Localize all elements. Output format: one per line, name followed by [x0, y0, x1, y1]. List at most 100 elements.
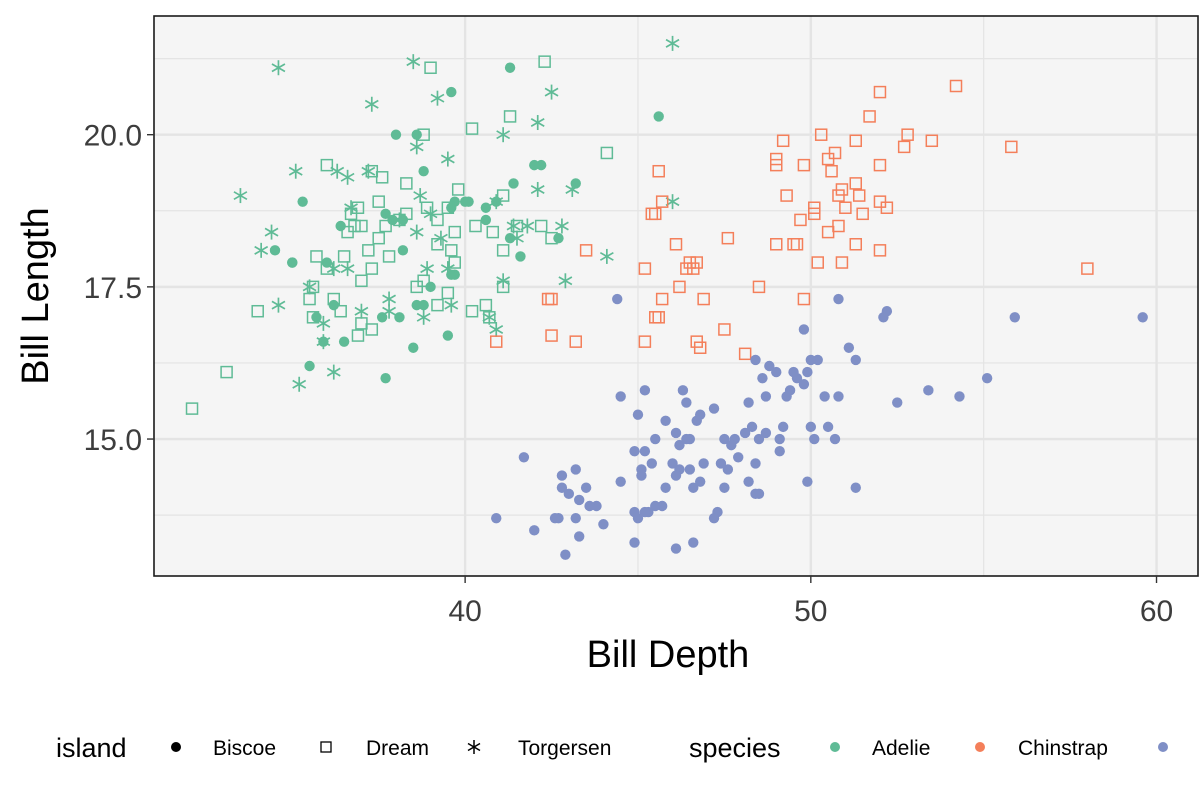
- data-point: [545, 231, 558, 245]
- data-point: [850, 354, 861, 366]
- data-point: [850, 482, 861, 493]
- data-point: [563, 488, 575, 500]
- data-point: [660, 482, 671, 493]
- data-point: [584, 500, 595, 512]
- data-point: [504, 232, 516, 244]
- data-point: [805, 354, 817, 366]
- series-chinstrap-dream: [489, 79, 1094, 361]
- data-point: [753, 433, 765, 445]
- legend-dot-icon: [171, 742, 181, 752]
- data-point: [802, 366, 813, 378]
- data-point: [409, 224, 424, 240]
- data-point: [431, 213, 444, 227]
- data-point: [337, 250, 351, 263]
- data-point: [598, 519, 609, 530]
- data-point: [579, 244, 593, 257]
- legend-label-dream: Dream: [366, 737, 429, 760]
- data-point: [649, 207, 662, 221]
- data-point: [667, 458, 678, 469]
- data-point: [750, 458, 761, 469]
- data-point: [545, 292, 558, 306]
- data-point: [849, 238, 863, 251]
- data-point: [434, 230, 448, 246]
- data-point: [746, 421, 758, 433]
- data-point: [553, 232, 564, 244]
- data-point: [518, 452, 530, 463]
- data-point: [629, 506, 640, 518]
- data-point: [504, 62, 516, 73]
- data-point: [560, 549, 571, 560]
- data-point: [400, 177, 413, 190]
- data-point: [698, 458, 709, 469]
- data-point: [503, 110, 517, 123]
- data-point: [431, 238, 444, 251]
- data-point: [538, 55, 551, 68]
- data-point: [530, 115, 545, 131]
- data-point: [418, 166, 429, 177]
- data-point: [416, 309, 431, 325]
- data-point: [665, 35, 680, 51]
- data-point: [873, 158, 887, 172]
- data-point: [489, 321, 504, 337]
- data-point: [397, 245, 409, 256]
- data-point: [697, 292, 710, 306]
- data-point: [822, 421, 834, 433]
- series-gentoo-biscoe: [491, 293, 1148, 560]
- x-tick-label: 50: [794, 595, 827, 628]
- data-point: [376, 312, 388, 323]
- data-point: [287, 257, 298, 268]
- data-point: [465, 304, 479, 318]
- data-point: [829, 433, 841, 445]
- data-point: [814, 128, 828, 141]
- data-point: [849, 134, 863, 148]
- data-points: [185, 35, 1148, 560]
- data-point: [400, 207, 413, 221]
- data-point: [718, 323, 731, 336]
- data-point: [843, 342, 855, 353]
- data-point: [743, 476, 754, 487]
- data-point: [1137, 312, 1148, 323]
- data-point: [852, 189, 866, 202]
- data-point: [639, 385, 651, 396]
- legend-color-entry-gentoo: [1158, 742, 1168, 752]
- data-point: [304, 360, 315, 372]
- data-point: [310, 250, 323, 263]
- data-point: [382, 303, 396, 319]
- data-point: [954, 391, 965, 402]
- legend-color-title: species: [689, 733, 781, 763]
- data-point: [530, 181, 545, 197]
- data-point: [362, 244, 375, 257]
- data-point: [684, 464, 696, 475]
- data-point: [448, 256, 462, 269]
- data-point: [297, 196, 308, 207]
- data-point: [529, 159, 540, 171]
- data-point: [650, 433, 661, 445]
- y-tick-label: 17.5: [84, 272, 142, 305]
- data-point: [681, 397, 692, 408]
- x-tick-label: 40: [448, 595, 481, 628]
- data-point: [430, 90, 445, 106]
- data-point: [781, 391, 792, 402]
- data-point: [708, 403, 720, 414]
- data-point: [372, 195, 385, 208]
- data-point: [380, 372, 391, 384]
- data-point: [691, 415, 702, 426]
- data-point: [743, 397, 754, 408]
- data-point: [440, 261, 455, 277]
- data-point: [636, 470, 647, 481]
- data-point: [448, 225, 462, 239]
- data-point: [556, 470, 568, 481]
- data-point: [750, 488, 761, 500]
- data-point: [835, 256, 849, 269]
- data-point: [733, 452, 744, 463]
- data-point: [863, 110, 876, 123]
- data-point: [506, 218, 521, 234]
- data-point: [292, 376, 307, 392]
- legend-shape-entry-biscoe: Biscoe: [171, 737, 276, 760]
- data-point: [638, 335, 652, 348]
- data-point: [220, 365, 233, 379]
- data-point: [832, 189, 845, 202]
- data-point: [441, 286, 455, 300]
- data-point: [320, 158, 334, 172]
- data-point: [639, 446, 651, 457]
